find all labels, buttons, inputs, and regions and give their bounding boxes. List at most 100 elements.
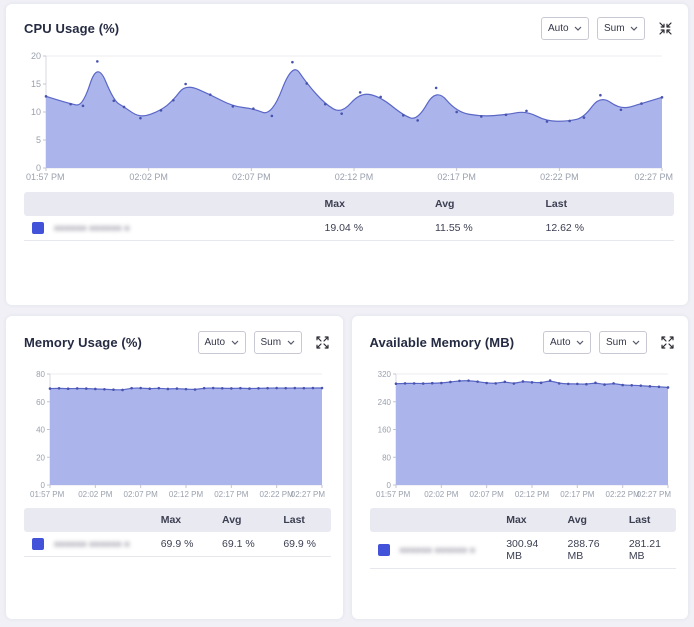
y-tick-label: 0 xyxy=(386,481,391,490)
series-color-swatch xyxy=(32,538,44,550)
x-tick-label: 02:12 PM xyxy=(514,490,549,499)
data-point-marker xyxy=(121,388,124,392)
y-tick-label: 320 xyxy=(377,370,391,379)
series-legend[interactable]: ■■■■■■ ■■■■■■ ■ xyxy=(377,544,491,556)
data-point-marker xyxy=(484,381,488,385)
data-point-marker xyxy=(539,381,542,385)
y-tick-label: 80 xyxy=(382,453,391,462)
data-point-marker xyxy=(620,383,624,387)
series-last-value: 69.9 % xyxy=(275,532,331,557)
panel-header: CPU Usage (%) Auto Sum xyxy=(24,16,674,40)
x-tick-label: 02:22 PM xyxy=(260,490,295,499)
interval-select[interactable]: Auto xyxy=(543,330,591,354)
x-tick-label: 02:02 PM xyxy=(129,172,168,182)
series-avg-value: 11.55 % xyxy=(427,216,538,241)
y-tick-label: 80 xyxy=(36,370,45,379)
data-point-marker xyxy=(619,108,623,112)
data-point-marker xyxy=(493,382,497,385)
series-line xyxy=(45,69,663,122)
series-legend[interactable]: ■■■■■■ ■■■■■■ ■ xyxy=(32,222,309,234)
cpu-usage-chart[interactable]: 0 5 10 15 20 01:57 PM 02:02 PM 02:07 PM 02:12 PM… xyxy=(24,50,674,184)
data-point-marker xyxy=(112,388,115,391)
data-point-marker xyxy=(666,386,669,389)
data-point-marker xyxy=(640,102,643,105)
aggregation-select[interactable]: Sum xyxy=(597,16,645,40)
expand-panel-button[interactable] xyxy=(659,334,676,351)
available-memory-chart[interactable]: 0 80 160 240 320 01:57 PM 02:02 PM 02:07 PM 02:1… xyxy=(370,368,672,500)
col-max: Max xyxy=(498,508,560,532)
x-tick-label: 02:17 PM xyxy=(560,490,595,499)
series-avg-value: 69.1 % xyxy=(214,532,276,557)
series-legend[interactable]: ■■■■■■ ■■■■■■ ■ xyxy=(32,538,145,550)
data-point-marker xyxy=(593,381,597,385)
y-tick-label: 5 xyxy=(36,135,41,145)
x-tick-label: 02:07 PM xyxy=(124,490,159,499)
panel-controls: Auto Sum xyxy=(541,16,674,40)
x-tick-label: 02:22 PM xyxy=(540,172,579,182)
chevron-down-icon xyxy=(231,340,238,345)
aggregation-select[interactable]: Sum xyxy=(599,330,647,354)
stats-header-row: Max Avg Last xyxy=(369,508,676,532)
col-max: Max xyxy=(316,192,427,216)
data-point-marker xyxy=(530,381,533,384)
data-point-marker xyxy=(639,384,642,387)
col-series xyxy=(24,508,153,532)
data-point-marker xyxy=(96,60,99,63)
area-fill xyxy=(395,380,668,485)
data-point-marker xyxy=(193,388,197,391)
cpu-stats-table: Max Avg Last ■■■■■■ ■■■■■■ ■ 19.04 % 11.… xyxy=(24,192,674,241)
data-point-marker xyxy=(394,382,397,386)
data-point-marker xyxy=(611,382,615,385)
data-point-marker xyxy=(323,102,327,106)
data-point-marker xyxy=(44,95,48,98)
y-tick-label: 20 xyxy=(31,51,41,61)
data-point-marker xyxy=(525,109,528,113)
col-avg: Avg xyxy=(559,508,621,532)
stats-header-row: Max Avg Last xyxy=(24,508,331,532)
data-point-marker xyxy=(340,112,343,115)
panel-title: CPU Usage (%) xyxy=(24,20,120,36)
series-row[interactable]: ■■■■■■ ■■■■■■ ■ 69.9 % 69.1 % 69.9 % xyxy=(24,532,331,557)
data-point-marker xyxy=(257,386,260,390)
aggregation-select[interactable]: Sum xyxy=(253,330,302,354)
panel-controls: Auto Sum xyxy=(197,330,331,354)
x-tick-label: 02:02 PM xyxy=(424,490,459,499)
data-point-marker xyxy=(584,382,588,386)
data-point-marker xyxy=(184,387,188,391)
col-last: Last xyxy=(620,508,676,532)
data-point-marker xyxy=(48,387,52,390)
interval-select[interactable]: Auto xyxy=(541,16,589,40)
expand-panel-button[interactable] xyxy=(314,334,331,351)
data-point-marker xyxy=(548,379,551,382)
data-point-marker xyxy=(302,386,306,390)
data-point-marker xyxy=(230,387,233,390)
panel-cpu-usage: CPU Usage (%) Auto Sum 0 5 10 15 20 01:57 PM xyxy=(6,4,688,305)
data-point-marker xyxy=(379,95,382,99)
data-point-marker xyxy=(175,387,179,390)
data-point-marker xyxy=(66,387,70,391)
collapse-panel-button[interactable] xyxy=(657,20,674,37)
data-point-marker xyxy=(439,381,443,385)
data-point-marker xyxy=(291,60,294,64)
data-point-marker xyxy=(545,120,549,123)
data-point-marker xyxy=(139,116,142,120)
series-row[interactable]: ■■■■■■ ■■■■■■ ■ 19.04 % 11.55 % 12.62 % xyxy=(24,216,674,241)
chevron-down-icon xyxy=(630,26,638,31)
interval-select[interactable]: Auto xyxy=(197,330,246,354)
panel-header: Available Memory (MB) Auto Sum xyxy=(370,330,677,354)
memory-chart-area: 0 20 40 60 80 01:57 PM 02:02 PM 02:07 PM 02:12 P… xyxy=(24,368,331,500)
series-row[interactable]: ■■■■■■ ■■■■■■ ■ 300.94 MB 288.76 MB 281.… xyxy=(369,532,676,569)
data-point-marker xyxy=(75,387,79,390)
data-point-marker xyxy=(305,82,309,85)
data-point-marker xyxy=(448,380,452,384)
panel-title: Available Memory (MB) xyxy=(369,334,515,350)
data-point-marker xyxy=(252,107,255,110)
data-point-marker xyxy=(455,110,458,114)
data-point-marker xyxy=(480,115,483,118)
memory-usage-chart[interactable]: 0 20 40 60 80 01:57 PM 02:02 PM 02:07 PM 02:12 P… xyxy=(24,368,326,500)
data-point-marker xyxy=(421,382,424,385)
available-memory-chart-area: 0 80 160 240 320 01:57 PM 02:02 PM 02:07 PM 02:1… xyxy=(370,368,677,500)
data-point-marker xyxy=(466,379,470,382)
cpu-chart-area: 0 5 10 15 20 01:57 PM 02:02 PM 02:07 PM 02:12 PM… xyxy=(24,50,674,184)
data-point-marker xyxy=(284,386,288,390)
